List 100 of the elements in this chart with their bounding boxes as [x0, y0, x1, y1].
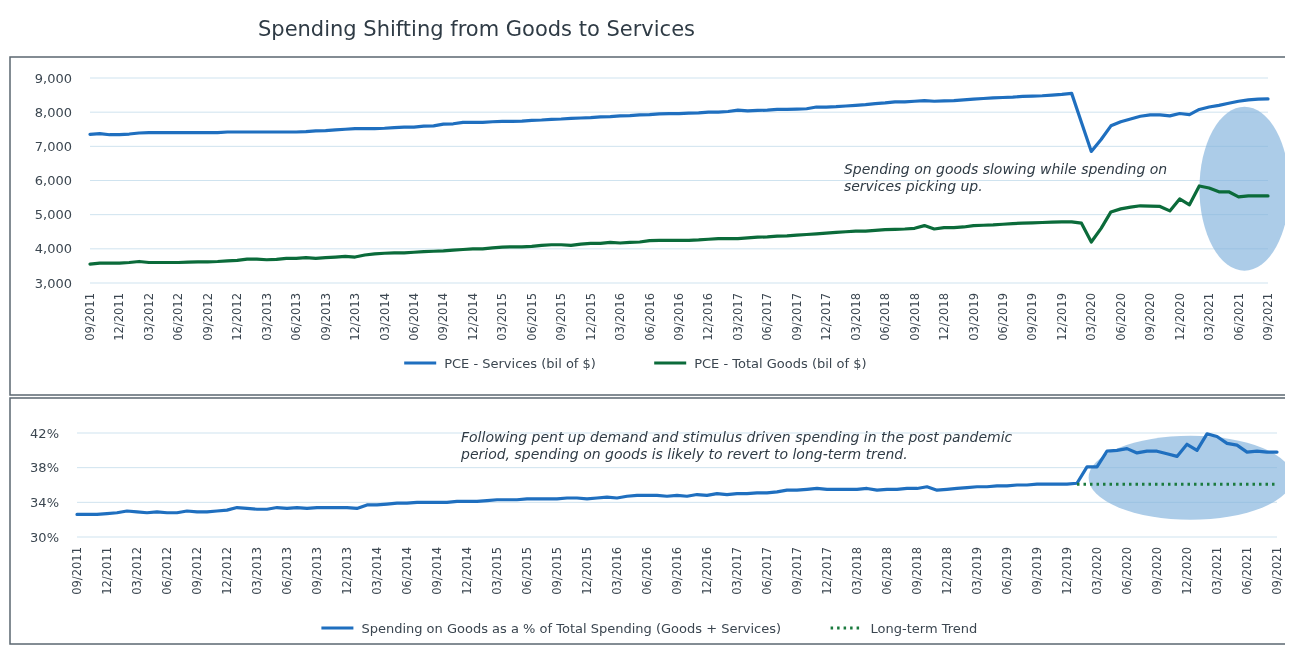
y-tick-label: 4,000: [34, 241, 72, 257]
x-tick-label: 06/2021: [1231, 293, 1246, 341]
x-tick-label: 06/2012: [160, 547, 174, 595]
x-tick-label: 06/2014: [400, 547, 414, 595]
x-tick-label: 03/2021: [1210, 547, 1224, 595]
legend-label: Spending on Goods as a % of Total Spending (Goods + Services): [361, 620, 782, 636]
x-tick-label: 06/2014: [406, 293, 421, 341]
x-tick-label: 09/2014: [430, 547, 444, 595]
x-tick-label: 03/2018: [848, 293, 863, 341]
x-tick-label: 06/2012: [171, 293, 186, 341]
y-tick-label: 42%: [30, 425, 59, 441]
x-tick-label: 12/2014: [465, 293, 480, 341]
annotation: Spending on goods slowing while spending on services picking up.: [843, 161, 1168, 195]
x-tick-label: 12/2013: [348, 293, 363, 341]
x-tick-label: 12/2018: [937, 293, 952, 341]
x-tick-label: 03/2013: [250, 547, 264, 595]
x-tick-label: 09/2016: [670, 547, 684, 595]
x-tick-label: 06/2020: [1120, 547, 1134, 595]
x-tick-label: 12/2019: [1060, 547, 1074, 595]
x-tick-label: 12/2012: [220, 547, 234, 595]
x-tick-label: 09/2013: [310, 547, 324, 595]
x-tick-label: 06/2013: [280, 547, 294, 595]
annotation: Following pent up demand and stimulus driven spending in the post pandemic period, spending on goods is likely to revert to long-term trend.: [460, 429, 1013, 463]
x-tick-label: 06/2017: [760, 547, 774, 595]
y-tick-label: 6,000: [34, 173, 72, 189]
y-tick-label: 30%: [30, 529, 59, 545]
x-tick-label: 12/2017: [820, 547, 834, 595]
x-tick-label: 12/2012: [230, 293, 245, 341]
x-tick-label: 12/2015: [583, 293, 598, 341]
x-tick-label: 09/2013: [318, 293, 333, 341]
y-tick-label: 34%: [30, 494, 59, 510]
x-tick-label: 03/2019: [970, 547, 984, 595]
x-tick-label: 12/2015: [580, 547, 594, 595]
x-tick-label: 03/2016: [610, 547, 624, 595]
x-tick-label: 06/2017: [760, 293, 775, 341]
x-tick-label: 09/2020: [1150, 547, 1164, 595]
x-tick-label: 09/2020: [1143, 293, 1158, 341]
y-tick-label: 9,000: [34, 70, 72, 86]
legend-label: PCE - Services (bil of $): [444, 355, 596, 371]
y-tick-label: 3,000: [34, 275, 72, 291]
line-series: [75, 432, 1279, 517]
x-tick-label: 12/2016: [701, 293, 716, 341]
x-tick-label: 12/2011: [100, 547, 114, 595]
x-tick-label: 06/2020: [1113, 293, 1128, 341]
legend-label: Long-term Trend: [870, 620, 978, 636]
x-tick-label: 09/2017: [790, 547, 804, 595]
chart-title: Spending Shifting from Goods to Services: [257, 17, 696, 41]
x-tick-label: 06/2016: [640, 547, 654, 595]
x-tick-label: 06/2015: [520, 547, 534, 595]
x-tick-label: 03/2015: [490, 547, 504, 595]
x-tick-label: 09/2014: [436, 293, 451, 341]
x-tick-label: 09/2019: [1030, 547, 1044, 595]
x-tick-label: 09/2011: [83, 293, 97, 341]
x-tick-label: 09/2016: [672, 293, 686, 341]
x-tick-label: 03/2017: [730, 547, 744, 595]
x-tick-label: 03/2019: [966, 293, 981, 341]
x-tick-label: 12/2016: [700, 547, 714, 595]
x-tick-label: 06/2021: [1240, 547, 1254, 595]
x-tick-label: 03/2012: [130, 547, 144, 595]
y-tick-label: 8,000: [34, 104, 72, 120]
x-tick-label: 09/2021: [1261, 293, 1275, 341]
x-tick-label: 03/2017: [730, 293, 745, 341]
x-tick-label: 03/2015: [495, 293, 510, 341]
x-tick-label: 09/2015: [550, 547, 564, 595]
x-tick-label: 09/2018: [910, 547, 924, 595]
x-tick-label: 03/2021: [1202, 293, 1217, 341]
x-tick-label: 09/2019: [1025, 293, 1040, 341]
x-tick-label: 09/2012: [190, 547, 204, 595]
x-tick-label: 12/2014: [460, 547, 474, 595]
x-tick-label: 12/2020: [1180, 547, 1194, 595]
x-tick-label: 09/2011: [70, 547, 84, 595]
x-tick-label: 12/2019: [1054, 293, 1069, 341]
y-tick-label: 7,000: [34, 138, 72, 154]
legend-label: PCE - Total Goods (bil of $): [694, 355, 867, 371]
x-tick-label: 03/2014: [377, 293, 392, 341]
x-tick-label: 12/2017: [819, 293, 834, 341]
x-tick-label: 06/2015: [524, 293, 539, 341]
x-tick-label: 06/2019: [995, 293, 1010, 341]
x-tick-label: 06/2018: [878, 293, 893, 341]
x-tick-label: 03/2020: [1090, 547, 1104, 595]
x-tick-label: 12/2018: [940, 547, 954, 595]
x-tick-label: 09/2018: [907, 293, 922, 341]
x-tick-label: 03/2018: [850, 547, 864, 595]
x-tick-label: 03/2012: [141, 293, 156, 341]
y-tick-label: 38%: [30, 460, 59, 476]
x-tick-label: 09/2017: [789, 293, 804, 341]
x-tick-label: 06/2016: [642, 293, 657, 341]
x-tick-label: 09/2012: [200, 293, 215, 341]
x-tick-label: 12/2013: [340, 547, 354, 595]
x-tick-label: 03/2016: [613, 293, 628, 341]
line-series: [88, 91, 1270, 154]
x-tick-label: 12/2011: [112, 293, 127, 341]
x-tick-label: 06/2013: [289, 293, 304, 341]
x-tick-label: 06/2019: [1000, 547, 1014, 595]
x-tick-label: 12/2020: [1172, 293, 1187, 341]
y-tick-label: 5,000: [34, 207, 72, 223]
x-tick-label: 06/2018: [880, 547, 894, 595]
x-tick-label: 03/2020: [1084, 293, 1099, 341]
x-tick-label: 09/2015: [554, 293, 569, 341]
x-tick-label: 03/2013: [259, 293, 274, 341]
